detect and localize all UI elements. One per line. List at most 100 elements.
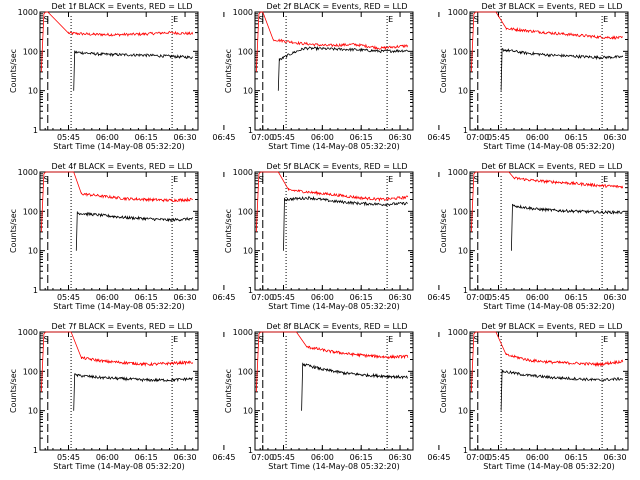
panel-det-6 — [469, 171, 629, 291]
marker-s: S — [259, 15, 264, 24]
y-tick-label: 1 — [33, 286, 38, 295]
x-tick-label: 06:00 — [96, 293, 119, 302]
x-tick-label: 06:15 — [135, 453, 158, 462]
panel-title: Det 8f BLACK = Events, RED = LLD — [266, 322, 407, 331]
panel-title: Det 7f BLACK = Events, RED = LLD — [51, 322, 192, 331]
series-lld-red — [40, 331, 194, 392]
series-events-black — [73, 373, 193, 411]
x-tick-label: 06:00 — [96, 453, 119, 462]
y-tick-label: 10 — [28, 87, 38, 96]
plot-frame — [39, 11, 199, 131]
y-tick-label: 1000 — [233, 168, 253, 177]
x-tick-label: 05:45 — [57, 453, 80, 462]
y-tick-label: 10 — [243, 87, 253, 96]
x-tick-label: 06:45 — [212, 453, 235, 462]
y-tick-label: 1000 — [448, 328, 468, 337]
y-tick-label: 10 — [243, 247, 253, 256]
plot-frame — [39, 171, 199, 291]
panel-det-8 — [254, 331, 479, 451]
series-events-black — [277, 45, 409, 91]
y-tick-label: 10 — [458, 407, 468, 416]
x-tick-label: 06:00 — [526, 453, 549, 462]
x-tick-label: 07:00 — [251, 133, 274, 142]
panel-det-2 — [254, 11, 479, 131]
x-axis-label: Start Time (14-May-08 05:32:20) — [268, 462, 399, 471]
x-tick-label: 06:45 — [212, 293, 235, 302]
y-tick-label: 10 — [458, 247, 468, 256]
x-tick-label: 06:15 — [565, 133, 588, 142]
series-events-black — [73, 50, 193, 91]
panel-title: Det 6f BLACK = Events, RED = LLD — [481, 162, 622, 171]
x-tick-label: 06:30 — [604, 453, 627, 462]
y-tick-label: 100 — [238, 367, 253, 376]
x-tick-label: 06:15 — [350, 293, 373, 302]
y-tick-label: 100 — [453, 367, 468, 376]
series-lld-red — [40, 171, 193, 232]
y-tick-label: 100 — [23, 47, 38, 56]
x-tick-label: 06:00 — [96, 133, 119, 142]
series-events-black — [301, 362, 409, 411]
x-tick-label: 07:00 — [466, 293, 489, 302]
x-tick-label: 05:45 — [487, 293, 510, 302]
x-tick-label: 06:15 — [350, 453, 373, 462]
y-tick-label: 1000 — [18, 8, 38, 17]
x-tick-label: 06:15 — [350, 133, 373, 142]
series-lld-red — [255, 331, 409, 392]
y-tick-label: 1 — [248, 446, 253, 455]
x-axis-label: Start Time (14-May-08 05:32:20) — [483, 462, 614, 471]
marker-s: S — [474, 175, 479, 184]
panel-title: Det 2f BLACK = Events, RED = LLD — [266, 2, 407, 11]
marker-e: E — [173, 15, 178, 24]
x-axis-label: Start Time (14-May-08 05:32:20) — [483, 142, 614, 151]
y-tick-label: 100 — [23, 207, 38, 216]
y-tick-label: 1 — [463, 286, 468, 295]
y-tick-label: 1000 — [233, 328, 253, 337]
marker-s: S — [474, 15, 479, 24]
series-lld-red — [470, 11, 624, 72]
series-lld-red — [255, 11, 409, 72]
x-axis-label: Start Time (14-May-08 05:32:20) — [53, 142, 184, 151]
y-tick-label: 1 — [463, 126, 468, 135]
panel-det-1 — [39, 11, 264, 131]
series-lld-red — [255, 171, 409, 232]
series-lld-red — [470, 171, 624, 232]
x-tick-label: 05:45 — [487, 453, 510, 462]
x-tick-label: 05:45 — [57, 293, 80, 302]
x-tick-label: 06:15 — [565, 293, 588, 302]
x-tick-label: 05:45 — [272, 293, 295, 302]
x-tick-label: 06:00 — [311, 453, 334, 462]
x-tick-label: 06:00 — [526, 133, 549, 142]
marker-e: E — [603, 15, 608, 24]
series-lld-red — [470, 331, 624, 392]
x-axis-label: Start Time (14-May-08 05:32:20) — [53, 302, 184, 311]
y-tick-label: 1 — [463, 446, 468, 455]
marker-s: S — [259, 335, 264, 344]
panel-title: Det 9f BLACK = Events, RED = LLD — [481, 322, 622, 331]
y-tick-label: 10 — [243, 407, 253, 416]
y-tick-label: 1 — [248, 286, 253, 295]
x-tick-label: 07:00 — [466, 453, 489, 462]
panel-title: Det 4f BLACK = Events, RED = LLD — [51, 162, 192, 171]
x-tick-label: 06:30 — [604, 293, 627, 302]
series-events-black — [283, 195, 408, 251]
y-axis-label: Counts/sec — [224, 369, 233, 413]
x-tick-label: 06:15 — [565, 453, 588, 462]
marker-e: E — [173, 175, 178, 184]
panel-det-9 — [469, 331, 629, 451]
marker-e: E — [388, 175, 393, 184]
x-tick-label: 06:30 — [174, 293, 197, 302]
x-tick-label: 06:15 — [135, 133, 158, 142]
x-tick-label: 06:15 — [135, 293, 158, 302]
plot-frame — [254, 11, 414, 131]
panel-det-3 — [469, 11, 629, 131]
series-events-black — [75, 211, 193, 251]
x-axis-label: Start Time (14-May-08 05:32:20) — [268, 142, 399, 151]
x-tick-label: 06:45 — [427, 293, 450, 302]
panel-title: Det 1f BLACK = Events, RED = LLD — [51, 2, 192, 11]
y-axis-label: Counts/sec — [439, 49, 448, 93]
x-tick-label: 05:45 — [272, 453, 295, 462]
x-tick-label: 06:30 — [389, 133, 412, 142]
x-tick-label: 06:45 — [212, 133, 235, 142]
panel-title: Det 5f BLACK = Events, RED = LLD — [266, 162, 407, 171]
